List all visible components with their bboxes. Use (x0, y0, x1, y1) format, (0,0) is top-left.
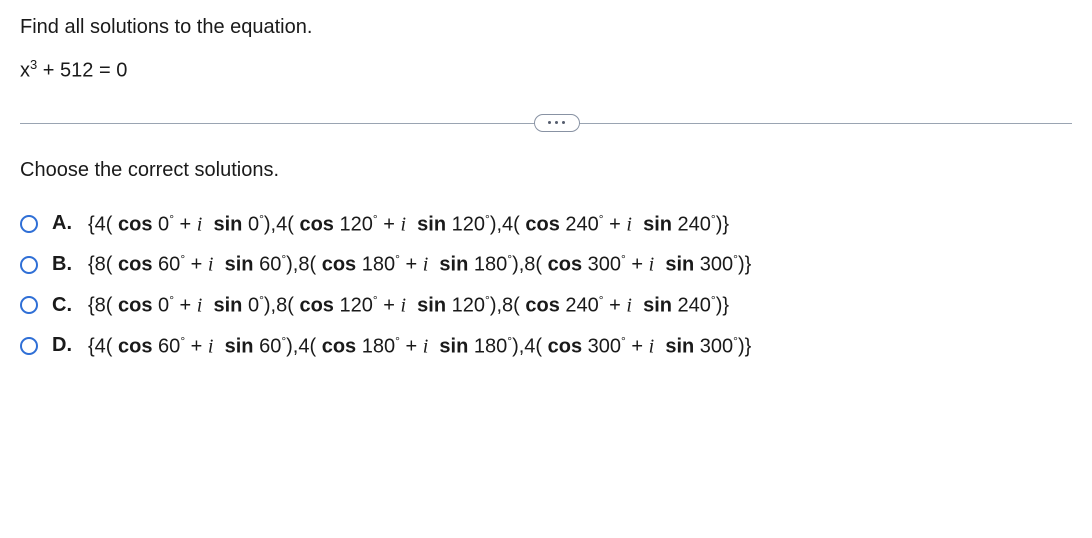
option-text: {4( cos 60° + i sin 60°),4( cos 180° + i… (88, 334, 751, 359)
equation: x3 + 512 = 0 (20, 57, 1072, 83)
options-group: A. {4( cos 0° + i sin 0°),4( cos 120° + … (20, 212, 1072, 359)
option-label: A. (52, 212, 74, 235)
radio-b[interactable] (20, 256, 38, 274)
option-b[interactable]: B. {8( cos 60° + i sin 60°),8( cos 180° … (20, 252, 1072, 277)
option-d[interactable]: D. {4( cos 60° + i sin 60°),4( cos 180° … (20, 334, 1072, 359)
option-text: {4( cos 0° + i sin 0°),4( cos 120° + i s… (88, 212, 729, 237)
option-text: {8( cos 60° + i sin 60°),8( cos 180° + i… (88, 252, 751, 277)
option-a[interactable]: A. {4( cos 0° + i sin 0°),4( cos 120° + … (20, 212, 1072, 237)
ellipsis-dot-icon (562, 121, 565, 124)
question-text: Find all solutions to the equation. (20, 16, 1072, 39)
radio-c[interactable] (20, 296, 38, 314)
choose-prompt: Choose the correct solutions. (20, 159, 1072, 182)
ellipsis-dot-icon (555, 121, 558, 124)
radio-a[interactable] (20, 215, 38, 233)
more-button[interactable] (534, 114, 580, 132)
option-text: {8( cos 0° + i sin 0°),8( cos 120° + i s… (88, 293, 729, 318)
option-label: D. (52, 334, 74, 357)
option-label: B. (52, 253, 74, 276)
ellipsis-dot-icon (548, 121, 551, 124)
radio-d[interactable] (20, 337, 38, 355)
option-c[interactable]: C. {8( cos 0° + i sin 0°),8( cos 120° + … (20, 293, 1072, 318)
option-label: C. (52, 294, 74, 317)
divider-row (20, 111, 1072, 135)
